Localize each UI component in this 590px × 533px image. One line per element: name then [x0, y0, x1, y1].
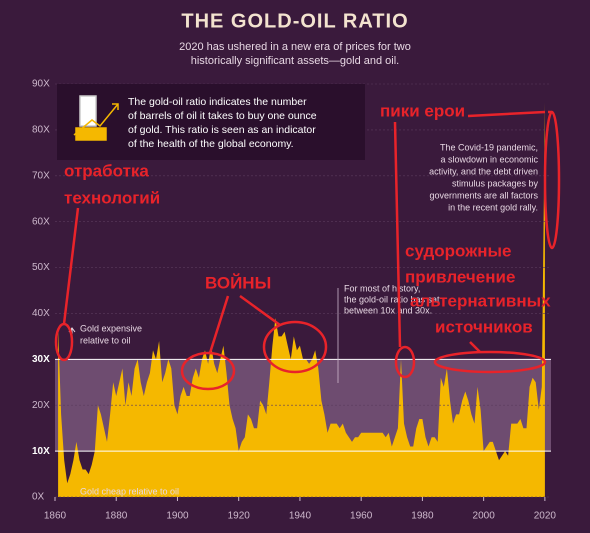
- x-tick-label: 1880: [105, 511, 128, 522]
- handwritten: ВОЙНЫ: [205, 273, 271, 292]
- x-tick-label: 1980: [411, 511, 434, 522]
- note-line: activity, and the debt driven: [429, 166, 538, 176]
- y-tick-label: 30X: [32, 354, 50, 365]
- cheap-note: Gold cheap relative to oil: [80, 486, 179, 496]
- note-line: a slowdown in economic: [440, 154, 538, 164]
- handwritten: отработка: [64, 161, 149, 180]
- x-tick-label: 1960: [350, 511, 373, 522]
- note-line: the gold-oil ratio has sat: [344, 294, 440, 304]
- note-line: between 10x and 30x.: [344, 305, 432, 315]
- handwritten: привлечение: [405, 267, 515, 286]
- info-text: The gold-oil ratio indicates the number: [128, 96, 307, 108]
- note-line: in the recent gold rally.: [448, 202, 538, 212]
- subtitle: 2020 has ushered in a new era of prices …: [179, 41, 411, 53]
- info-box: [57, 84, 365, 160]
- area: [58, 102, 545, 498]
- handwritten: источников: [435, 317, 533, 336]
- handwritten: технологий: [64, 188, 160, 207]
- history-note: For most of history, the gold-oil ratio …: [344, 283, 440, 315]
- x-tick-label: 1920: [228, 511, 251, 522]
- note-line: The Covid-19 pandemic,: [440, 142, 538, 152]
- y-tick-label: 40X: [32, 308, 50, 319]
- handwritten: пики ерои: [380, 101, 465, 120]
- x-tick-label: 2020: [534, 511, 557, 522]
- info-text: of the health of the global economy.: [128, 138, 294, 150]
- handwritten: судорожные: [405, 241, 512, 260]
- x-tick-label: 1940: [289, 511, 312, 522]
- info-text: of gold. This ratio is seen as an indica…: [128, 124, 316, 136]
- note-line: Gold expensive: [80, 323, 142, 333]
- handwritten-marks: [54, 110, 561, 391]
- handwritten: альтернативных: [410, 291, 551, 310]
- expensive-note: Gold expensive relative to oil: [80, 323, 142, 345]
- note-line: governments are all factors: [429, 190, 538, 200]
- note-line: stimulus packages by: [452, 178, 539, 188]
- y-tick-label: 60X: [32, 216, 50, 227]
- y-tick-label: 0X: [32, 492, 45, 503]
- y-tick-label: 80X: [32, 125, 50, 136]
- x-tick-label: 2000: [473, 511, 496, 522]
- y-tick-label: 70X: [32, 170, 50, 181]
- x-tick-label: 1900: [166, 511, 189, 522]
- y-tick-label: 20X: [32, 400, 50, 411]
- x-tick-label: 1860: [44, 511, 67, 522]
- y-tick-label: 90X: [32, 79, 50, 90]
- note-line: For most of history,: [344, 283, 420, 293]
- info-icon: [73, 95, 119, 141]
- y-tick-label: 50X: [32, 262, 50, 273]
- note-line: relative to oil: [80, 335, 131, 345]
- y-tick-label: 10X: [32, 446, 50, 457]
- chart-title: THE GOLD-OIL RATIO: [181, 10, 408, 32]
- info-text: of barrels of oil it takes to buy one ou…: [128, 110, 317, 122]
- subtitle: historically significant assets—gold and…: [191, 55, 400, 67]
- plot: 0X 10X 20X 30X 40X 50X 60X 70X 80X 90X 1860 1880 190…: [32, 79, 556, 522]
- covid-note: The Covid-19 pandemic, a slowdown in eco…: [429, 142, 538, 212]
